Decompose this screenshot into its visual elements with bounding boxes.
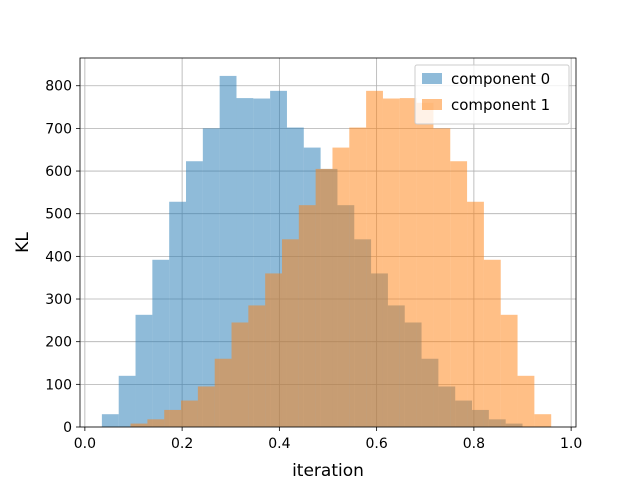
legend-swatch-component-0 <box>422 73 442 84</box>
bar <box>214 358 232 427</box>
legend-swatch-component-1 <box>422 99 442 110</box>
y-tick-label: 0 <box>63 420 72 436</box>
bar <box>450 161 468 427</box>
bar <box>152 259 170 427</box>
bar <box>467 201 484 427</box>
bar <box>130 423 148 427</box>
y-axis-label: KL <box>13 232 33 253</box>
bar <box>349 127 367 427</box>
bar <box>248 305 266 427</box>
x-tick-label: 0.0 <box>74 436 96 452</box>
x-tick-label: 0.8 <box>463 436 485 452</box>
bar <box>101 414 119 427</box>
bars <box>101 75 552 428</box>
plot-frame <box>79 57 577 428</box>
bar <box>399 98 417 427</box>
bar <box>164 409 182 427</box>
y-tick-label: 300 <box>45 292 72 308</box>
bar <box>197 386 215 427</box>
bar <box>147 419 165 427</box>
legend-label-component-1: component 1 <box>451 96 550 114</box>
bar <box>281 239 299 427</box>
bar <box>202 128 220 428</box>
bar <box>483 259 501 427</box>
bar <box>433 128 451 428</box>
bar <box>186 161 203 427</box>
y-tick-label: 800 <box>45 79 72 95</box>
bar <box>118 375 136 427</box>
series-1-bars <box>130 90 552 428</box>
bar <box>298 205 316 427</box>
y-tick-label: 500 <box>45 207 72 223</box>
x-tick-label: 1.0 <box>560 436 582 452</box>
bar <box>265 273 282 427</box>
y-tick-label: 700 <box>45 121 72 137</box>
y-tick-label: 400 <box>45 249 72 265</box>
bar <box>181 400 198 427</box>
y-tick-label: 200 <box>45 335 72 351</box>
bar <box>416 102 434 428</box>
bar <box>231 322 249 427</box>
bar <box>534 414 552 427</box>
bar <box>332 147 350 428</box>
x-tick-label: 0.6 <box>365 436 387 452</box>
x-tick-label: 0.2 <box>171 436 193 452</box>
axis-ticks: 0.0 0.2 0.4 0.6 0.8 1.0 0 100 200 300 400 500 600 700… <box>45 79 582 452</box>
legend-box <box>414 64 570 125</box>
bar <box>315 168 333 427</box>
bar <box>169 201 187 427</box>
y-tick-label: 100 <box>45 377 72 393</box>
bar <box>382 98 400 428</box>
x-axis-label: iteration <box>292 461 364 480</box>
bar <box>366 90 383 427</box>
legend-label-component-0: component 0 <box>451 70 550 88</box>
y-tick-label: 600 <box>45 164 72 180</box>
bar <box>517 375 535 427</box>
bar <box>135 314 153 427</box>
legend: component 0 component 1 <box>414 64 570 125</box>
bar <box>500 314 518 427</box>
x-tick-label: 0.4 <box>268 436 290 452</box>
